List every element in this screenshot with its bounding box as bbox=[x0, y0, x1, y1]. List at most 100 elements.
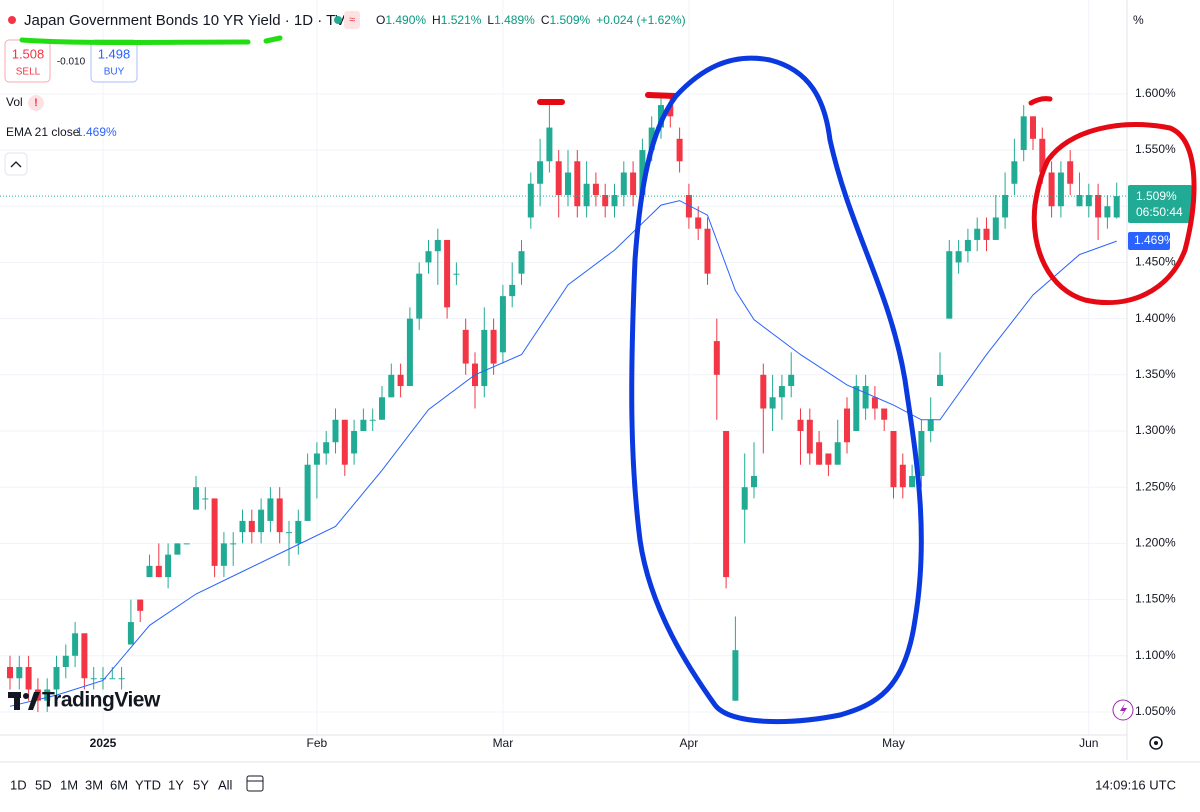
logo-mark bbox=[23, 693, 29, 699]
date-range-button[interactable] bbox=[246, 775, 264, 792]
candle-body bbox=[248, 520, 255, 533]
settings-button[interactable] bbox=[1149, 736, 1163, 750]
candle-body bbox=[267, 498, 274, 521]
timeframe-button[interactable]: YTD bbox=[135, 777, 161, 792]
y-tick-label: 1.250% bbox=[1135, 479, 1176, 493]
collapse-icon bbox=[10, 161, 22, 168]
candle-body bbox=[1002, 194, 1009, 218]
candle-body bbox=[685, 194, 692, 218]
green-underline bbox=[19, 37, 251, 45]
candle-body bbox=[388, 374, 395, 398]
candle-body bbox=[909, 475, 916, 488]
candle-body bbox=[16, 667, 23, 679]
ema-legend[interactable]: EMA 21 close bbox=[6, 125, 80, 139]
timeframe-button[interactable]: 1M bbox=[60, 777, 78, 792]
candle-body bbox=[81, 633, 88, 679]
candle-body bbox=[546, 127, 553, 162]
candle-body bbox=[444, 239, 451, 308]
candle-body bbox=[732, 650, 739, 701]
candle-body bbox=[239, 520, 246, 533]
candle-body bbox=[788, 374, 795, 387]
last-price-badge bbox=[1128, 185, 1192, 223]
vol-label[interactable]: Vol bbox=[6, 95, 23, 109]
candle-body bbox=[1113, 196, 1120, 218]
y-tick-label: 1.400% bbox=[1135, 311, 1176, 325]
timeframe-button[interactable]: 1Y bbox=[168, 777, 184, 792]
timeframe-button[interactable]: 6M bbox=[110, 777, 128, 792]
ema-price-label: 1.469% bbox=[1134, 233, 1175, 247]
candle-body bbox=[648, 127, 655, 151]
candle-body bbox=[25, 667, 32, 690]
candle-body bbox=[834, 442, 841, 465]
candle-body bbox=[964, 239, 971, 252]
candle-body bbox=[639, 150, 646, 195]
ohlc-legend: O1.490% H1.521% L1.489% C1.509% +0.024 (+1.6… bbox=[376, 13, 686, 27]
candle-body bbox=[276, 498, 283, 533]
ohlc-value: 1.490% bbox=[385, 13, 426, 27]
candle-body bbox=[1039, 138, 1046, 173]
candle-body bbox=[816, 442, 823, 465]
y-tick-label: 1.150% bbox=[1135, 592, 1176, 606]
timeframe-button[interactable]: 5Y bbox=[193, 777, 209, 792]
ohlc-key: C bbox=[541, 13, 550, 27]
candle-body bbox=[425, 251, 432, 263]
spread: -0.010 bbox=[57, 57, 86, 68]
settings-icon bbox=[1154, 741, 1158, 745]
candle-body bbox=[760, 374, 767, 409]
timeframe-button[interactable]: All bbox=[218, 777, 233, 792]
candle-body bbox=[165, 554, 172, 578]
last-price-label: 1.509% bbox=[1136, 189, 1177, 203]
candle-body bbox=[630, 172, 637, 195]
candle-body bbox=[360, 419, 367, 431]
blue-circle bbox=[629, 55, 924, 725]
candle-body bbox=[62, 655, 69, 668]
y-tick-label: 1.550% bbox=[1135, 142, 1176, 156]
y-tick-label: 1.600% bbox=[1135, 86, 1176, 100]
candle-body bbox=[806, 419, 813, 454]
collapse-button[interactable] bbox=[4, 152, 28, 176]
logo-mark bbox=[14, 692, 20, 710]
candle-body bbox=[499, 296, 506, 353]
logo-mark bbox=[28, 692, 40, 710]
data-badge-icon: ≈ bbox=[349, 14, 355, 26]
ohlc-value: 1.509% bbox=[549, 13, 590, 27]
ohlc-change: +0.024 (+1.62%) bbox=[596, 13, 685, 27]
candle-body bbox=[769, 397, 776, 409]
candle-body bbox=[983, 228, 990, 240]
candle-body bbox=[844, 408, 850, 443]
vol-warning-icon: ! bbox=[34, 97, 38, 109]
candle-body bbox=[53, 667, 60, 690]
candle-body bbox=[434, 239, 441, 252]
symbol-title[interactable]: Japan Government Bonds 10 YR Yield · 1D … bbox=[24, 12, 356, 29]
calendar-icon bbox=[246, 775, 264, 792]
candle-body bbox=[871, 397, 878, 409]
candle-body bbox=[518, 251, 525, 274]
buy-label: BUY bbox=[104, 67, 125, 78]
candle-body bbox=[602, 194, 609, 207]
timeframe-button[interactable]: 1D bbox=[10, 777, 27, 792]
timeframe-button[interactable]: 3M bbox=[85, 777, 103, 792]
logo-text: TradingView bbox=[42, 689, 161, 712]
vol-warning[interactable] bbox=[28, 95, 44, 111]
candle-body bbox=[1076, 194, 1083, 207]
candle-body bbox=[1057, 172, 1064, 207]
red-mark bbox=[645, 92, 678, 99]
candle-body bbox=[174, 543, 181, 555]
buy-price: 1.498 bbox=[98, 46, 131, 61]
candle-body bbox=[1048, 172, 1055, 207]
candle-body bbox=[481, 329, 488, 387]
y-tick-label: 1.300% bbox=[1135, 423, 1176, 437]
ohlc-key: H bbox=[432, 13, 441, 27]
candle-body bbox=[323, 442, 330, 454]
candle-body bbox=[155, 565, 162, 578]
y-tick-label: 1.050% bbox=[1135, 704, 1176, 718]
candle-body bbox=[741, 487, 748, 510]
candle-body bbox=[927, 419, 934, 431]
market-open-dot bbox=[334, 16, 342, 24]
candle-body bbox=[211, 498, 218, 566]
candle-body bbox=[453, 273, 460, 275]
candle-body bbox=[416, 273, 423, 319]
timeframe-button[interactable]: 5D bbox=[35, 777, 52, 792]
candle-body bbox=[992, 217, 999, 240]
